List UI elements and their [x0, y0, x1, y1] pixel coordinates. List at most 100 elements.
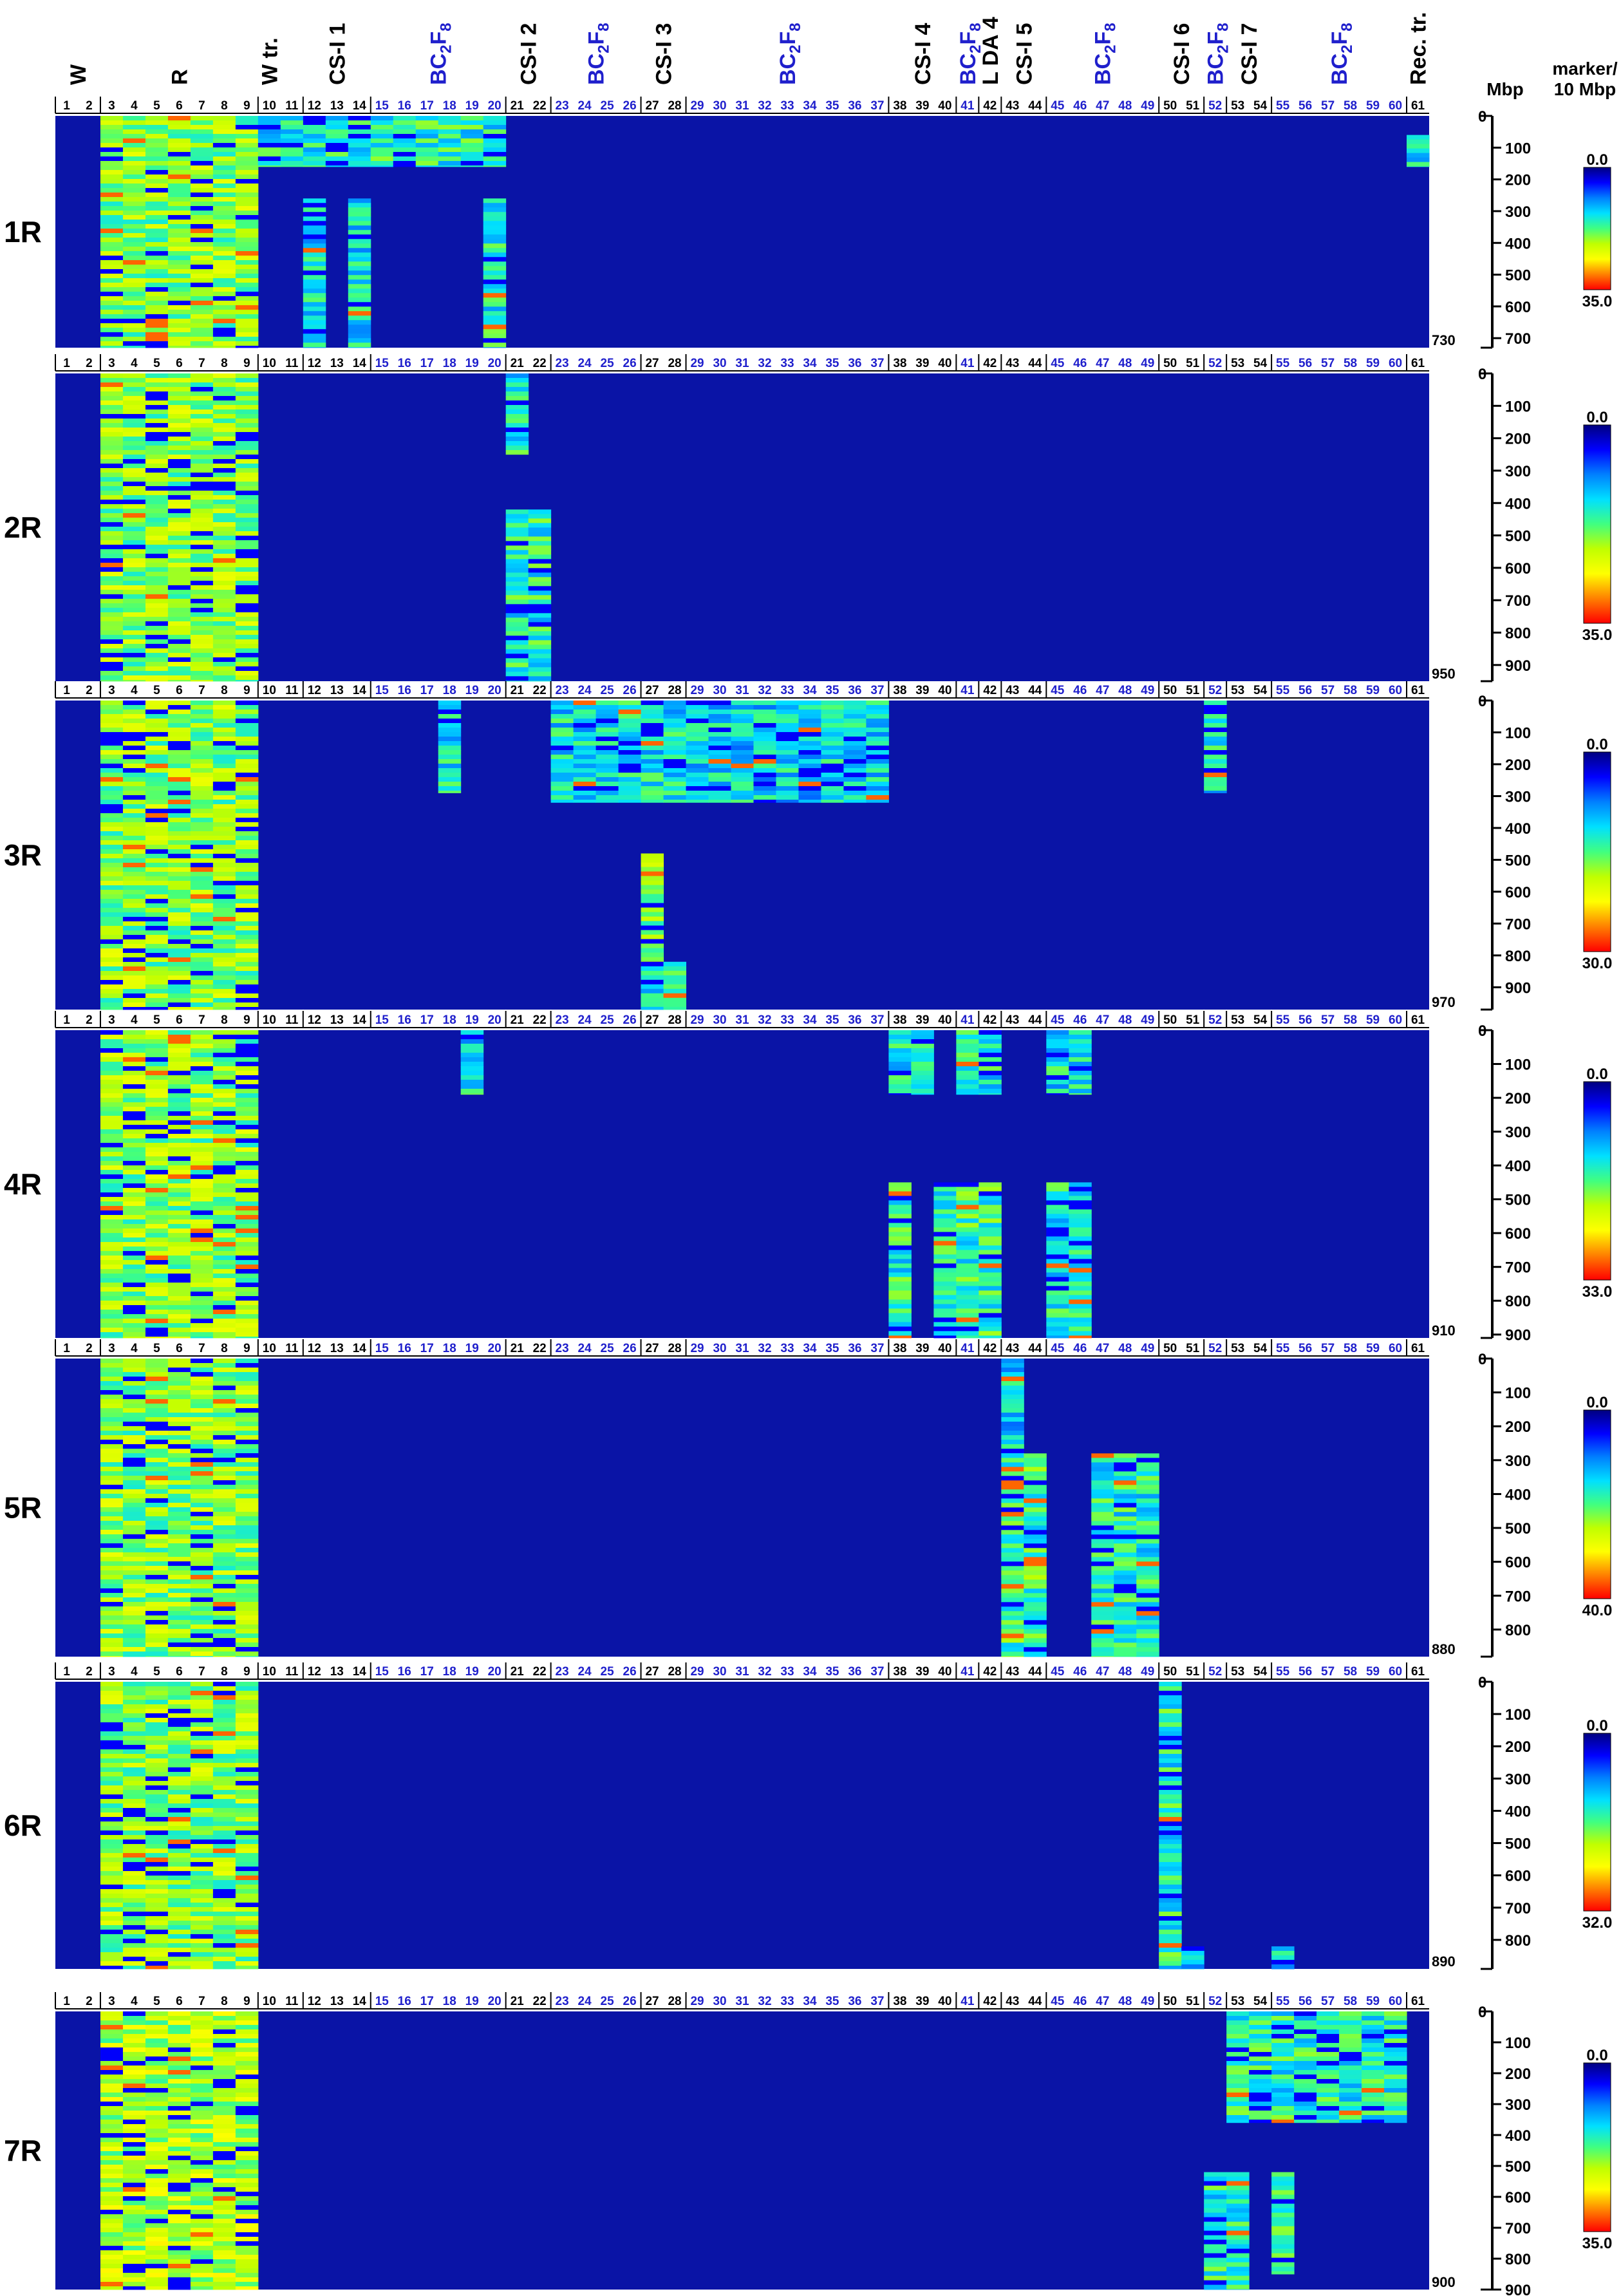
lane-number: 53: [1231, 684, 1244, 697]
lane-number: 42: [983, 99, 997, 113]
lane-number: 23: [556, 99, 569, 113]
lane-number: 34: [803, 99, 817, 113]
genotype-block: [956, 1030, 1002, 1095]
lane-number: 16: [398, 99, 411, 113]
genotype-block: [100, 701, 259, 1010]
lane-number: 55: [1276, 1342, 1290, 1355]
colorbar-max-label: 30.0: [1582, 955, 1613, 972]
lane-number: 21: [511, 1342, 525, 1355]
lane-number: 47: [1096, 1665, 1109, 1679]
lane-number: 20: [488, 684, 501, 697]
colorbar: [1583, 167, 1611, 290]
lane-number: 23: [556, 1665, 569, 1679]
colorbar-max-label: 33.0: [1582, 1283, 1613, 1301]
lane-number: 2: [86, 1665, 93, 1679]
lane-number: 15: [375, 357, 389, 370]
axis-tick-label: 900: [1505, 1327, 1531, 1344]
lane-number: 35: [825, 357, 839, 370]
lane-number: 47: [1096, 1995, 1109, 2008]
lane-number: 45: [1051, 1013, 1065, 1027]
chromosome-length-label: 880: [1432, 1641, 1456, 1657]
lane-number: 20: [488, 1995, 501, 2008]
axis-tick-label: 100: [1505, 1057, 1531, 1074]
lane-number: 29: [690, 357, 704, 370]
lane-number: 51: [1186, 357, 1200, 370]
lane-number: 10: [263, 99, 276, 113]
lane-number: 41: [960, 1342, 975, 1355]
axis-tick-label: 600: [1505, 1554, 1531, 1572]
lane-number: 49: [1141, 1665, 1154, 1679]
axis-tick-label: 0: [1478, 1351, 1486, 1368]
axis-tick-label: 200: [1505, 172, 1531, 189]
lane-number: 10: [263, 1013, 276, 1027]
lane-number: 43: [1006, 1013, 1019, 1027]
lane-number: 11: [285, 1665, 299, 1679]
lane-number: 61: [1411, 1013, 1425, 1027]
lane-number: 3: [108, 99, 115, 113]
axis-tick-label: 500: [1505, 1192, 1531, 1209]
lane-number: 5: [153, 99, 160, 113]
lane-number: 53: [1231, 357, 1244, 370]
genotype-block: [1271, 2172, 1295, 2275]
lane-number: 40: [938, 99, 951, 113]
lane-number: 28: [668, 684, 681, 697]
heatmap-background: [55, 1030, 1429, 1338]
lane-number: 12: [308, 99, 321, 113]
lane-number: 9: [243, 357, 250, 370]
colorbar: [1583, 2062, 1611, 2232]
lane-number: 46: [1073, 1342, 1087, 1355]
colorbar-title-line: 10 Mbp: [1554, 79, 1616, 99]
colorbar-min-label: 0.0: [1586, 736, 1607, 753]
lane-number: 23: [556, 1013, 569, 1027]
group-label: R: [167, 69, 192, 85]
lane-number: 17: [420, 1665, 434, 1679]
lane-number: 22: [533, 99, 547, 113]
lane-number: 17: [420, 1013, 434, 1027]
lane-number: 11: [285, 99, 299, 113]
lane-number: 36: [848, 684, 861, 697]
lane-number: 57: [1321, 99, 1335, 113]
lane-number: 61: [1411, 357, 1425, 370]
lane-number: 7: [198, 1342, 205, 1355]
lane-number: 61: [1411, 684, 1425, 697]
lane-number: 33: [780, 1665, 794, 1679]
lane-number: 22: [533, 1013, 547, 1027]
axis-tick-label: 600: [1505, 1225, 1531, 1243]
lane-number: 4: [131, 1665, 138, 1679]
lane-number: 48: [1118, 357, 1132, 370]
genotype-block: [303, 198, 326, 348]
lane-number: 17: [420, 1995, 434, 2008]
lane-number: 27: [645, 99, 659, 113]
lane-number: 34: [803, 1013, 817, 1027]
lane-number: 43: [1006, 1995, 1019, 2008]
lane-number: 1: [63, 1342, 70, 1355]
lane-number: 19: [465, 1665, 479, 1679]
lane-number: 14: [353, 1665, 367, 1679]
panel-1R: 1 2 3 4 5 6 7 8 9 10 11 12 13 14 15 16 17 18 19 20 21 22 23 24 2…: [4, 97, 1612, 349]
axis-tick-label: 700: [1505, 1900, 1531, 1917]
lane-number: 1: [63, 684, 70, 697]
lane-number: 51: [1186, 684, 1200, 697]
axis-tick-label: 500: [1505, 1836, 1531, 1853]
lane-number: 46: [1073, 684, 1087, 697]
lane-number: 18: [443, 99, 456, 113]
lane-number: 29: [690, 1013, 704, 1027]
genotype-block: [100, 1030, 259, 1339]
lane-number: 34: [803, 684, 817, 697]
lane-number: 28: [668, 1013, 681, 1027]
lane-number: 31: [735, 99, 749, 113]
lane-number: 3: [108, 1665, 115, 1679]
lane-number: 20: [488, 1342, 501, 1355]
lane-number: 33: [780, 357, 794, 370]
lane-number: 55: [1276, 357, 1290, 370]
lane-number: 45: [1051, 99, 1065, 113]
lane-number: 40: [938, 357, 951, 370]
lane-number: 18: [443, 1013, 456, 1027]
colorbar: [1583, 1733, 1611, 1912]
axis-tick-label: 200: [1505, 1738, 1531, 1756]
axis-tick-label: 0: [1478, 1022, 1486, 1040]
lane-number: 48: [1118, 99, 1132, 113]
lane-number: 8: [221, 1665, 228, 1679]
lane-number: 14: [353, 684, 367, 697]
colorbar-min-label: 0.0: [1586, 1066, 1607, 1083]
